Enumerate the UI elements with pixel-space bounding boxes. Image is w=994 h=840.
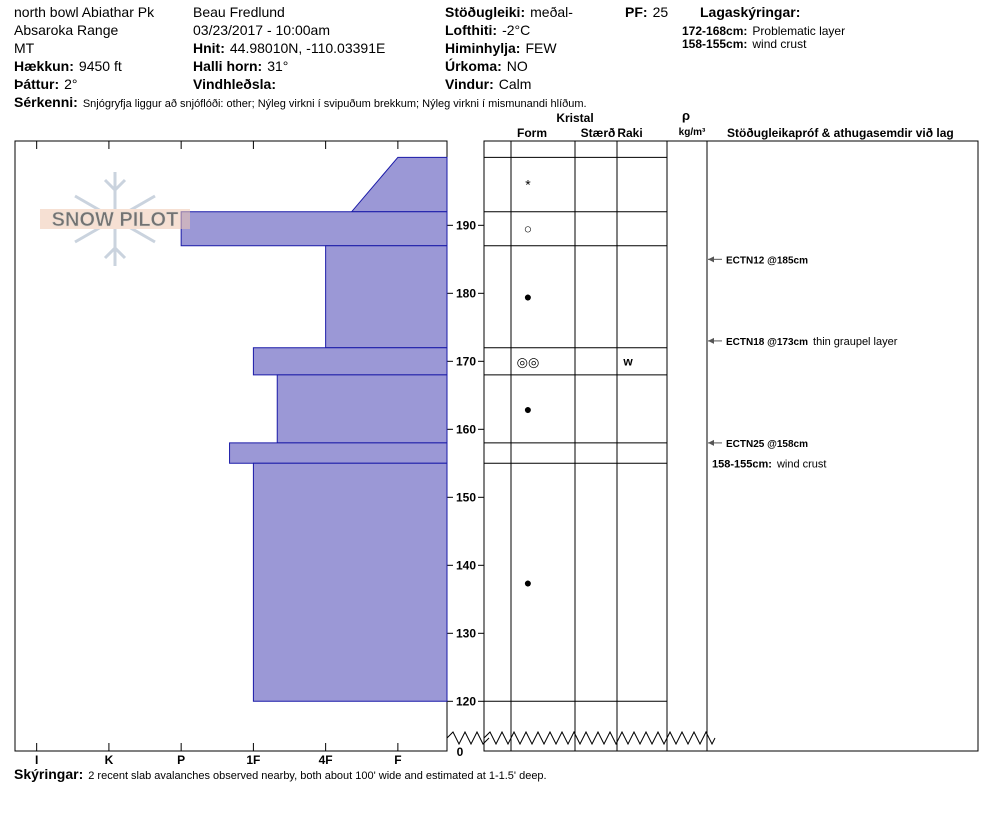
test-arrowhead <box>708 256 714 263</box>
ground-tick-label: 0 <box>457 745 464 759</box>
slope-value: 31° <box>267 58 288 74</box>
column-lines <box>510 141 708 751</box>
test-comment: thin graupel layer <box>813 336 898 348</box>
hardness-layer <box>229 442 448 464</box>
range: Absaroka Range <box>14 22 119 38</box>
elevation-label: Hækkun: <box>14 58 74 74</box>
grain-form: ● <box>524 574 532 590</box>
features-value: Snjógryfja liggur að snjóflóði: other; N… <box>83 98 587 110</box>
depth-break <box>446 730 716 746</box>
grain-form: ○ <box>524 221 532 237</box>
moisture: w <box>622 354 633 368</box>
wind-label: Vindur: <box>445 76 494 92</box>
wind-loading-label: Vindhleðsla: <box>193 76 276 92</box>
hardness-layer <box>252 347 448 376</box>
features-label: Sérkenni: <box>14 94 78 110</box>
elevation-value: 9450 ft <box>79 58 122 74</box>
logo-text: SNOW PILOT <box>52 209 179 231</box>
datetime: 03/23/2017 - 10:00am <box>193 22 330 38</box>
x-tick-label: 4F <box>319 753 333 767</box>
y-tick-label: 160 <box>456 422 476 436</box>
y-tick-label: 150 <box>456 490 476 504</box>
test-arrowhead <box>708 439 714 446</box>
column-header: Form <box>517 126 547 140</box>
grain-form: * <box>525 177 531 193</box>
precip-value: NO <box>507 58 528 74</box>
legend-text: wind crust <box>751 37 807 51</box>
coords-value: 44.98010N, -110.03391E <box>230 40 385 56</box>
y-tick-label: 190 <box>456 218 476 232</box>
test-arrowhead <box>708 337 714 344</box>
table-frame <box>483 140 979 752</box>
precip-label: Úrkoma: <box>445 57 502 74</box>
grain-form: ● <box>524 401 532 417</box>
footer-label: Skýringar: <box>14 766 83 782</box>
x-tick-label: 1F <box>246 753 260 767</box>
aspect-value: 2° <box>64 76 77 92</box>
footer-value: 2 recent slab avalanches observed nearby… <box>88 770 546 782</box>
logo: SNOW PILOT <box>40 172 190 266</box>
sky-label: Himinhylja: <box>445 40 520 56</box>
hardness-layer <box>325 245 448 349</box>
logo-band <box>40 209 190 229</box>
wind-value: Calm <box>499 76 532 92</box>
column-header: Raki <box>617 126 642 140</box>
y-tick-label: 170 <box>456 354 476 368</box>
test-label: ECTN12 @185cm <box>726 255 808 266</box>
legend-title: Lagaskýringar: <box>700 4 800 20</box>
legend-text: Problematic layer <box>752 24 845 38</box>
state: MT <box>14 40 35 56</box>
stability-value: meðal- <box>530 4 573 20</box>
x-tick-label: P <box>177 753 185 767</box>
grain-form: ◎◎ <box>517 354 540 369</box>
test-label: ECTN25 @158cm <box>726 439 808 450</box>
column-header: Stærð <box>581 126 616 140</box>
column-header: kg/m³ <box>679 127 706 138</box>
coords-label: Hnit: <box>193 40 225 56</box>
pf-value: 25 <box>653 4 669 20</box>
pf-label: PF: <box>625 4 648 20</box>
sky-value: FEW <box>525 40 557 56</box>
legend-range: 158-155cm: <box>682 37 747 51</box>
y-tick-label: 120 <box>456 694 476 708</box>
hardness-layer <box>180 211 448 247</box>
grain-form: ● <box>524 289 532 305</box>
observer: Beau Fredlund <box>193 4 285 20</box>
air-temp-value: -2°C <box>502 22 530 38</box>
y-tick-label: 180 <box>456 286 476 300</box>
note-range: 158-155cm: <box>712 458 772 470</box>
hardness-layer <box>252 462 448 702</box>
legend-range: 172-168cm: <box>682 24 747 38</box>
slope-label: Halli horn: <box>193 58 262 74</box>
air-temp-label: Lofthiti: <box>445 22 497 38</box>
hardness-layer <box>350 156 448 213</box>
stability-label: Stöðugleiki: <box>445 4 525 20</box>
note-text: wind crust <box>776 458 827 470</box>
location: north bowl Abiathar Pk <box>14 4 155 20</box>
x-tick-label: K <box>105 753 114 767</box>
column-header: ρ <box>682 108 690 123</box>
aspect-label: Þáttur: <box>14 76 59 92</box>
x-tick-label: F <box>394 753 401 767</box>
column-header: Kristal <box>556 111 593 125</box>
column-header: Stöðugleikapróf & athugasemdir við lag <box>727 126 954 140</box>
y-tick-label: 140 <box>456 558 476 572</box>
test-label: ECTN18 @173cm <box>726 337 808 348</box>
y-tick-label: 130 <box>456 626 476 640</box>
x-tick-label: I <box>35 753 38 767</box>
hardness-layer <box>276 374 448 444</box>
